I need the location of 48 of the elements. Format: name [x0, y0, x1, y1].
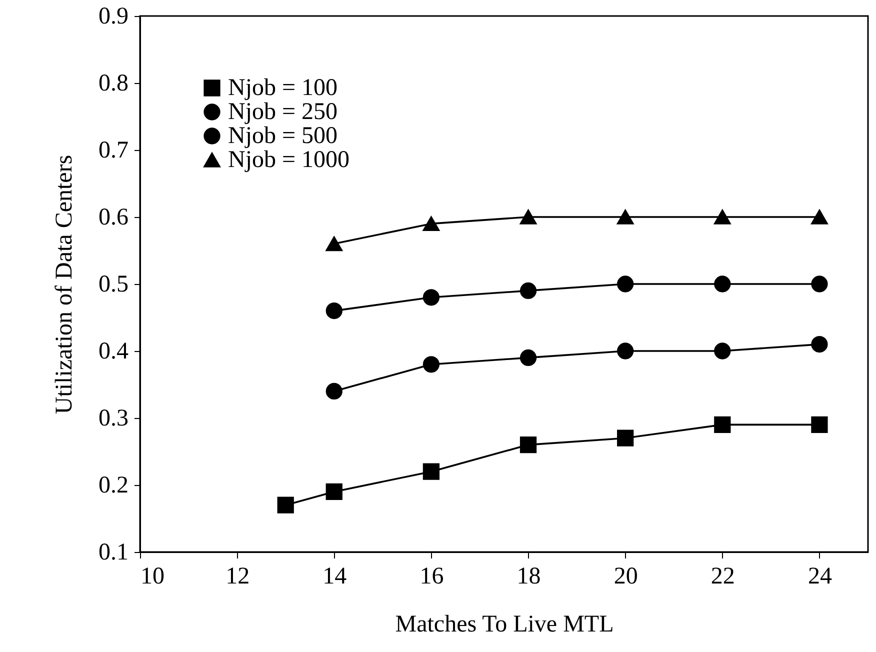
point: [520, 436, 537, 454]
point: [811, 336, 828, 353]
x-axis-title: Matches To Live MTL: [395, 612, 614, 638]
point: [277, 496, 294, 514]
legend-label: Njob = 100: [228, 75, 338, 101]
legend-label: Njob = 250: [228, 99, 338, 125]
point: [617, 276, 634, 292]
y-tick-label: 0.3: [98, 406, 128, 432]
point: [714, 342, 731, 360]
point: [617, 210, 634, 224]
point: [326, 483, 342, 500]
point: [617, 430, 634, 446]
point: [811, 416, 828, 434]
y-tick-label: 0.9: [98, 4, 128, 30]
x-tick-label: 16: [420, 564, 444, 590]
point: [617, 342, 634, 360]
point: [326, 382, 342, 400]
x-tick-label: 18: [516, 564, 541, 590]
point: [811, 276, 828, 292]
x-tick-label: 12: [226, 564, 250, 590]
x-tick-label: 22: [710, 564, 735, 590]
y-tick-label: 0.2: [98, 472, 128, 498]
x-tick-label: 20: [614, 564, 638, 590]
y-tick-label: 0.7: [98, 138, 128, 164]
y-axis-title: Utilization of Data Centers: [52, 154, 78, 414]
y-tick-label: 0.1: [98, 540, 128, 566]
point: [422, 289, 440, 306]
point: [422, 356, 440, 373]
point: [520, 210, 537, 224]
y-tick-label: 0.4: [98, 338, 128, 364]
point: [714, 276, 731, 292]
point: [422, 463, 440, 480]
x-tick-label: 10: [140, 564, 164, 590]
point: [714, 416, 731, 434]
x-tick-label: 14: [322, 564, 347, 590]
point: [520, 349, 537, 366]
y-tick-label: 0.5: [98, 272, 128, 298]
point: [520, 282, 537, 299]
point: [811, 210, 828, 224]
legend-label: Njob = 500: [228, 123, 338, 149]
point: [326, 236, 342, 252]
x-tick-label: 24: [808, 564, 832, 590]
point: [422, 216, 440, 232]
y-tick-label: 0.6: [98, 204, 128, 230]
legend-label: Njob = 1000: [228, 147, 350, 173]
point: [714, 210, 731, 224]
y-tick-label: 0.8: [98, 70, 128, 96]
point: [326, 302, 342, 320]
